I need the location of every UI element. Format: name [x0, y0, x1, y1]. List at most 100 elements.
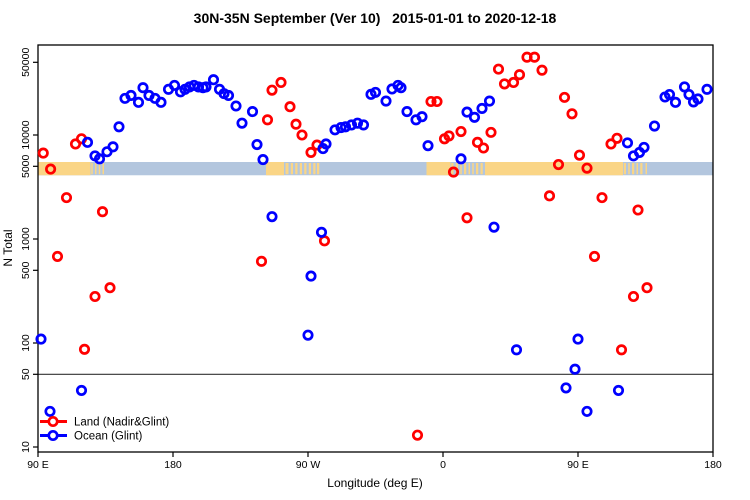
- y-tick-label: 1000: [20, 227, 32, 251]
- y-tick-label: 50000: [20, 48, 32, 77]
- data-point-ocean: [315, 226, 328, 238]
- x-tick-label: 90 E: [27, 459, 49, 471]
- data-point-land: [485, 126, 497, 138]
- data-point-ocean: [246, 106, 259, 118]
- data-point-land: [573, 149, 586, 161]
- map-band: [38, 162, 713, 176]
- data-point-ocean: [369, 86, 382, 98]
- data-point-ocean: [648, 120, 661, 132]
- data-point-land: [641, 282, 653, 294]
- land-band-speck: [299, 163, 302, 175]
- data-point-ocean: [401, 106, 413, 118]
- data-point-ocean: [488, 221, 500, 233]
- data-point-ocean: [476, 102, 488, 115]
- land-band-speck: [472, 163, 474, 175]
- legend-marker: [47, 415, 59, 428]
- data-point-ocean: [560, 382, 572, 394]
- land-band-speck: [480, 163, 483, 175]
- data-point-ocean: [357, 119, 370, 131]
- data-point-ocean: [251, 138, 263, 151]
- y-tick-label: 100: [20, 334, 32, 352]
- land-band-speck: [95, 163, 97, 175]
- data-point-land: [558, 91, 571, 103]
- y-tick-label: 10: [20, 441, 32, 453]
- data-point-land: [51, 250, 64, 262]
- data-point-ocean: [510, 344, 523, 356]
- y-tick-label: 10000: [20, 120, 32, 149]
- data-point-land: [498, 78, 511, 90]
- data-point-ocean: [669, 96, 682, 108]
- data-point-land: [471, 136, 484, 148]
- data-point-ocean: [132, 96, 145, 108]
- data-point-land: [266, 84, 278, 96]
- x-tick-label: 180: [704, 459, 722, 471]
- x-tick-label: 180: [164, 459, 182, 471]
- data-points: [35, 51, 713, 441]
- land-band-speck: [632, 163, 635, 175]
- data-point-land: [605, 138, 617, 150]
- land-band-speck: [623, 163, 626, 175]
- chart-title: 30N-35N September (Ver 10) 2015-01-01 to…: [193, 10, 557, 26]
- data-point-ocean: [416, 111, 428, 123]
- land-band-speck: [468, 163, 470, 175]
- data-point-ocean: [345, 119, 358, 131]
- data-point-land: [431, 95, 443, 108]
- data-point-ocean: [302, 329, 314, 341]
- data-point-ocean: [236, 117, 248, 129]
- y-axis-title: N Total: [1, 229, 15, 266]
- data-point-ocean: [155, 96, 167, 108]
- data-point-ocean: [305, 270, 317, 282]
- data-point-ocean: [638, 141, 650, 153]
- data-point-land: [275, 76, 287, 89]
- land-band-speck: [460, 163, 462, 175]
- data-point-ocean: [107, 141, 119, 153]
- data-point-ocean: [75, 384, 88, 396]
- land-band-speck: [476, 163, 479, 175]
- data-point-land: [543, 190, 556, 202]
- land-band-segment: [266, 162, 284, 176]
- data-point-land: [284, 101, 296, 113]
- data-point-ocean: [230, 100, 242, 112]
- data-point-land: [411, 429, 424, 441]
- data-point-ocean: [621, 137, 634, 149]
- data-point-ocean: [395, 82, 407, 94]
- data-point-ocean: [35, 333, 47, 345]
- data-point-ocean: [266, 211, 278, 223]
- data-point-land: [425, 95, 437, 108]
- data-point-ocean: [93, 153, 106, 165]
- land-band-segment: [426, 162, 451, 176]
- data-point-ocean: [461, 106, 473, 118]
- plot-frame: [37, 44, 714, 453]
- data-point-land: [455, 125, 467, 138]
- data-point-ocean: [207, 74, 220, 86]
- data-point-ocean: [113, 121, 125, 133]
- data-point-land: [60, 192, 73, 204]
- data-point-ocean: [380, 95, 392, 107]
- plot-border: [37, 44, 714, 453]
- land-band-speck: [313, 163, 316, 175]
- data-point-land: [566, 108, 578, 120]
- land-band-speck: [645, 163, 647, 175]
- data-point-land: [552, 158, 565, 171]
- data-point-ocean: [168, 79, 181, 91]
- data-point-land: [588, 250, 601, 262]
- y-tick-label: 5000: [20, 154, 32, 178]
- land-band-speck: [285, 163, 289, 175]
- data-point-ocean: [422, 140, 434, 152]
- data-point-land: [318, 235, 331, 247]
- data-point-ocean: [257, 154, 269, 166]
- data-point-land: [632, 204, 644, 216]
- data-point-land: [507, 76, 520, 89]
- data-point-ocean: [44, 405, 56, 417]
- data-point-land: [305, 146, 317, 158]
- data-point-ocean: [455, 153, 467, 165]
- data-point-land: [611, 132, 623, 144]
- data-point-ocean: [222, 89, 235, 102]
- land-band-speck: [640, 163, 643, 175]
- data-point-ocean: [320, 138, 332, 150]
- data-point-ocean: [200, 81, 212, 93]
- data-point-ocean: [581, 405, 593, 417]
- data-point-land: [461, 212, 473, 224]
- data-point-land: [528, 51, 541, 63]
